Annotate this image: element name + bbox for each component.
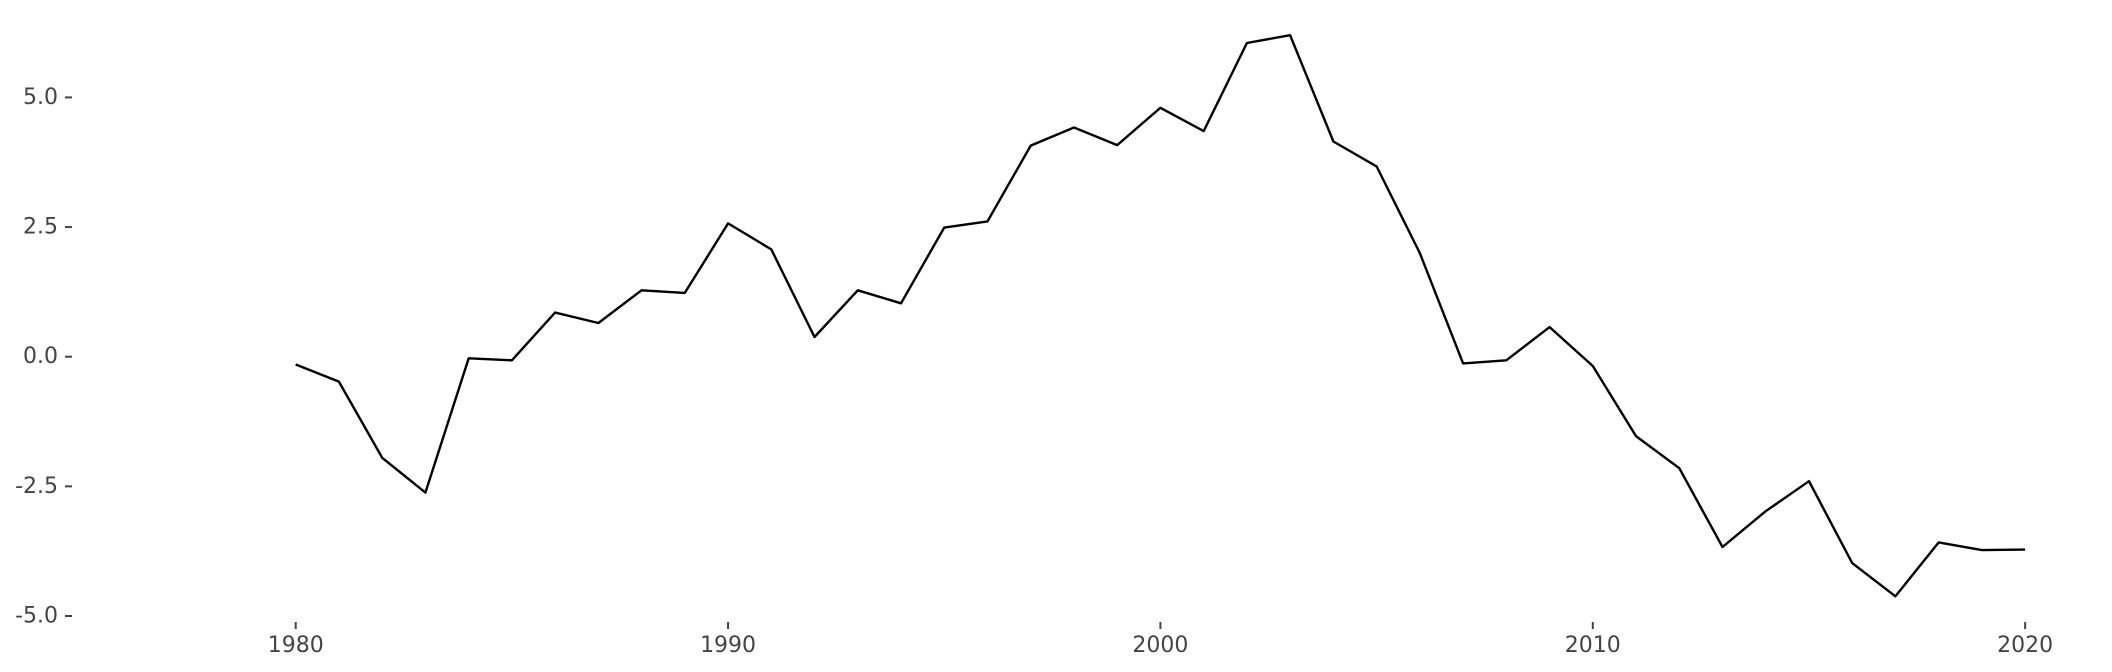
series-line	[295, 34, 2026, 598]
x-axis: 1980 1990 2000 2010 2020	[268, 622, 2053, 658]
y-tick-label: 5.0	[23, 85, 58, 110]
x-tick-label: 1990	[700, 633, 756, 658]
y-tick-label: 2.5	[23, 215, 58, 240]
x-tick-label: 2000	[1132, 633, 1188, 658]
plot-area	[295, 34, 2026, 598]
y-tick-label: -5.0	[15, 604, 58, 629]
x-tick-label: 2010	[1565, 633, 1621, 658]
y-axis: -5.0 -2.5 0.0 2.5 5.0	[15, 85, 72, 629]
y-tick-label: 0.0	[23, 344, 58, 369]
y-tick-label: -2.5	[15, 474, 58, 499]
x-tick-label: 1980	[268, 633, 324, 658]
x-tick-label: 2020	[1997, 633, 2053, 658]
